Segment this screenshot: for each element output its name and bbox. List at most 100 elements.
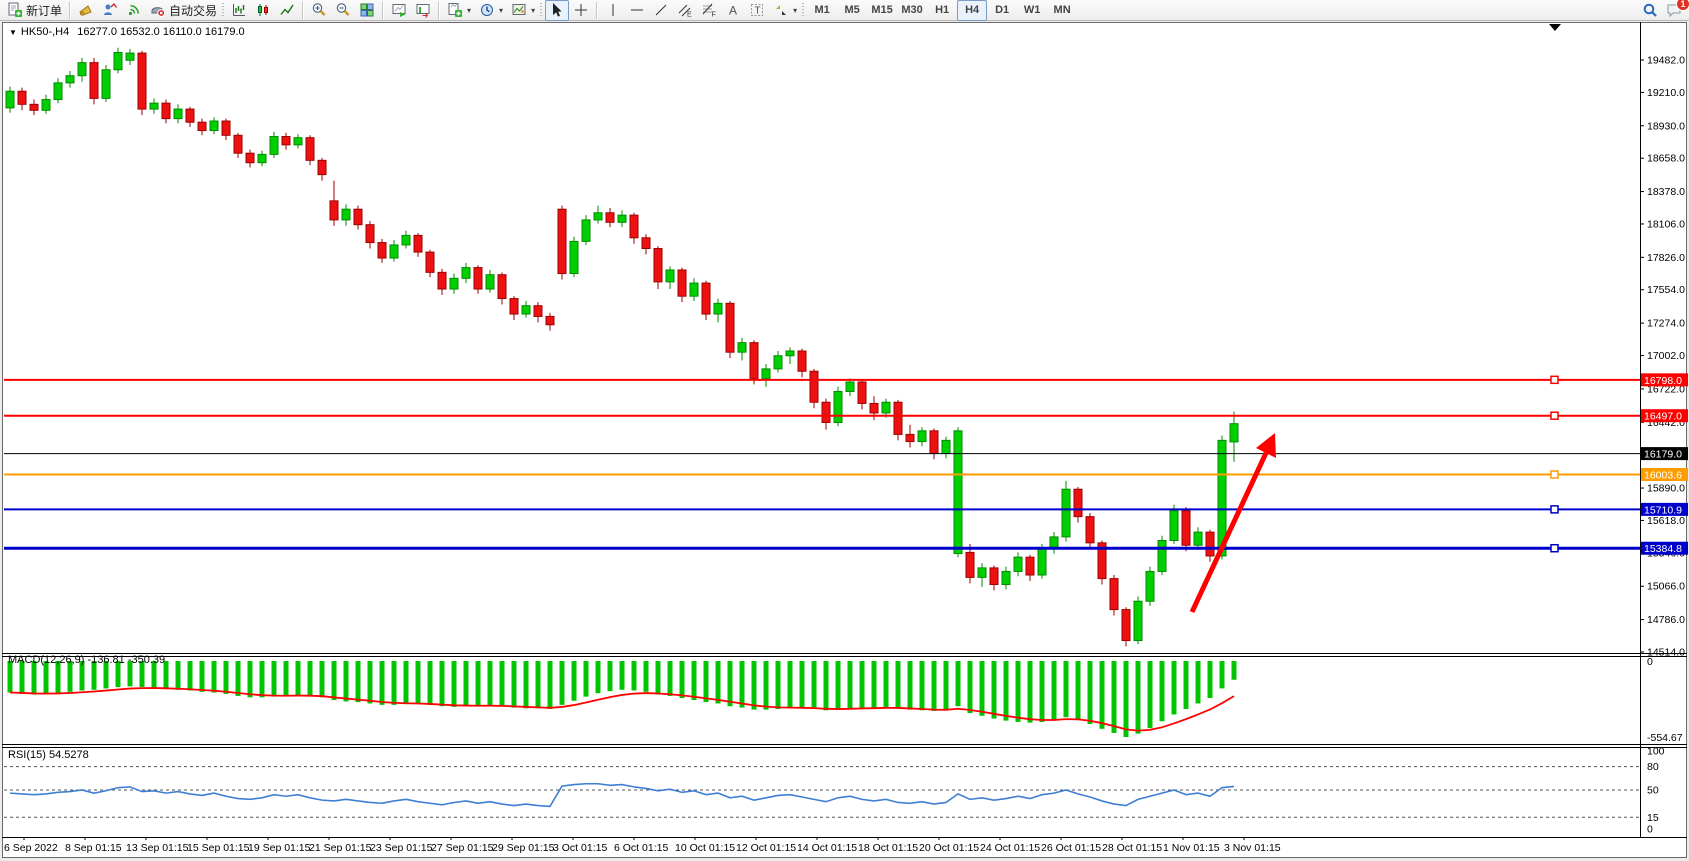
timeframe-w1-button[interactable]: W1: [1017, 0, 1047, 21]
time-axis-label: 3 Nov 01:15: [1224, 842, 1281, 854]
line-drag-handle[interactable]: [1550, 411, 1559, 420]
cursor-tool-button[interactable]: [545, 0, 570, 21]
macd-histogram-bar: [55, 661, 61, 694]
new-order-button[interactable]: 新订单: [3, 0, 66, 21]
candle-body: [425, 251, 435, 273]
styler-button[interactable]: [74, 0, 98, 21]
price-tick-label: 17826.0: [1647, 252, 1685, 264]
macd-histogram-bar: [19, 661, 25, 694]
macd-histogram-bar: [211, 661, 217, 693]
toolbar-separator: [302, 1, 305, 19]
signals-button[interactable]: [122, 0, 146, 21]
time-axis-label: 28 Oct 01:15: [1102, 842, 1162, 854]
toolbar-grip[interactable]: [222, 2, 225, 18]
zoom-in-button[interactable]: [307, 0, 331, 21]
macd-histogram-bar: [499, 661, 505, 707]
candle-body: [1073, 488, 1083, 518]
macd-histogram-bar: [811, 661, 817, 709]
candle-body: [257, 153, 267, 164]
candle-body: [677, 269, 687, 297]
candle-body: [473, 267, 483, 290]
templates-dropdown[interactable]: ▾: [507, 0, 539, 21]
candle-body: [497, 274, 507, 300]
candle-body: [1109, 578, 1119, 611]
trend-arrow-head[interactable]: [1256, 433, 1276, 458]
timeframe-mn-button[interactable]: MN: [1047, 0, 1077, 21]
horizontal-line-tool[interactable]: [625, 0, 649, 21]
vertical-line-tool[interactable]: [601, 0, 625, 21]
crosshair-tool-button[interactable]: [569, 0, 593, 21]
macd-histogram-bar: [1231, 661, 1237, 680]
time-axis-label: 29 Sep 01:15: [492, 842, 555, 854]
fibonacci-icon: F: [701, 2, 717, 18]
candlestick-chart-button[interactable]: [251, 0, 275, 21]
timeframe-h1-button[interactable]: H1: [927, 0, 957, 21]
timeframe-m5-button[interactable]: M5: [837, 0, 867, 21]
trend-arrow-line[interactable]: [1189, 451, 1269, 614]
search-button[interactable]: [1638, 0, 1662, 21]
rsi-line: [9, 782, 1235, 808]
candle-body: [449, 277, 459, 290]
price-tick-label: 17274.0: [1647, 318, 1685, 330]
macd-histogram-bar: [571, 661, 577, 701]
candle-body: [1193, 531, 1203, 546]
candle-body: [89, 62, 99, 99]
chart-shift-icon: [415, 2, 431, 18]
chevron-down-icon: ▾: [467, 5, 472, 15]
timeframe-label: M15: [871, 4, 893, 16]
candle-body: [485, 274, 495, 290]
timeframe-label: D1: [995, 4, 1010, 16]
arrows-dropdown[interactable]: ▾: [769, 0, 801, 21]
candle-body: [1001, 570, 1011, 586]
line-drag-handle[interactable]: [1550, 505, 1559, 514]
candle-body: [77, 62, 87, 77]
toolbar-grip[interactable]: [540, 2, 543, 18]
toolbar-grip[interactable]: [802, 2, 805, 18]
candle-body: [137, 52, 147, 110]
fibonacci-tool[interactable]: F: [697, 0, 721, 21]
chart-shift-button[interactable]: [411, 0, 435, 21]
macd-scale-max: 0: [1647, 656, 1653, 668]
macd-histogram-bar: [1207, 661, 1213, 698]
candle-body: [689, 282, 699, 297]
price-tick-label: 18106.0: [1647, 218, 1685, 230]
timeframe-d1-button[interactable]: D1: [987, 0, 1017, 21]
timeframe-m1-button[interactable]: M1: [807, 0, 837, 21]
timeframe-label: M30: [901, 4, 923, 16]
rsi-scale-label: 100: [1647, 746, 1665, 758]
line-chart-button[interactable]: [275, 0, 299, 21]
macd-histogram-bar: [1123, 661, 1129, 737]
line-drag-handle[interactable]: [1550, 470, 1559, 479]
auto-trading-button[interactable]: 自动交易: [146, 0, 221, 21]
new-chart-dropdown[interactable]: ▾: [443, 0, 475, 21]
macd-histogram-bar: [235, 661, 241, 696]
candle-body: [305, 137, 315, 161]
macd-histogram-bar: [1027, 661, 1033, 723]
text-label-tool[interactable]: T: [745, 0, 769, 21]
zoom-out-icon: [335, 2, 351, 18]
trendline-tool[interactable]: [649, 0, 673, 21]
macd-histogram-bar: [751, 661, 757, 710]
auto-scroll-button[interactable]: [387, 0, 411, 21]
candle-body: [905, 433, 915, 443]
periods-dropdown[interactable]: ▾: [475, 0, 507, 21]
market-watch-button[interactable]: [98, 0, 122, 21]
tile-windows-button[interactable]: [355, 0, 379, 21]
collapse-arrow-icon[interactable]: ▼: [9, 28, 17, 37]
equidistant-channel-tool[interactable]: E: [673, 0, 697, 21]
zoom-out-button[interactable]: [331, 0, 355, 21]
candle-body: [389, 244, 399, 259]
candle-body: [221, 120, 231, 136]
notifications-button[interactable]: 1: [1662, 0, 1689, 21]
chart-shift-marker[interactable]: [1549, 24, 1561, 31]
timeframe-h4-button[interactable]: H4: [957, 0, 988, 21]
timeframe-m15-button[interactable]: M15: [867, 0, 897, 21]
rsi-pane: 100 80 50 150: [4, 746, 1665, 836]
bar-chart-button[interactable]: [227, 0, 251, 21]
trend-arrow-annotation[interactable]: [1189, 433, 1276, 614]
text-tool[interactable]: A: [721, 0, 745, 21]
line-drag-handle[interactable]: [1550, 543, 1559, 553]
timeframe-m30-button[interactable]: M30: [897, 0, 927, 21]
line-drag-handle[interactable]: [1550, 375, 1559, 385]
